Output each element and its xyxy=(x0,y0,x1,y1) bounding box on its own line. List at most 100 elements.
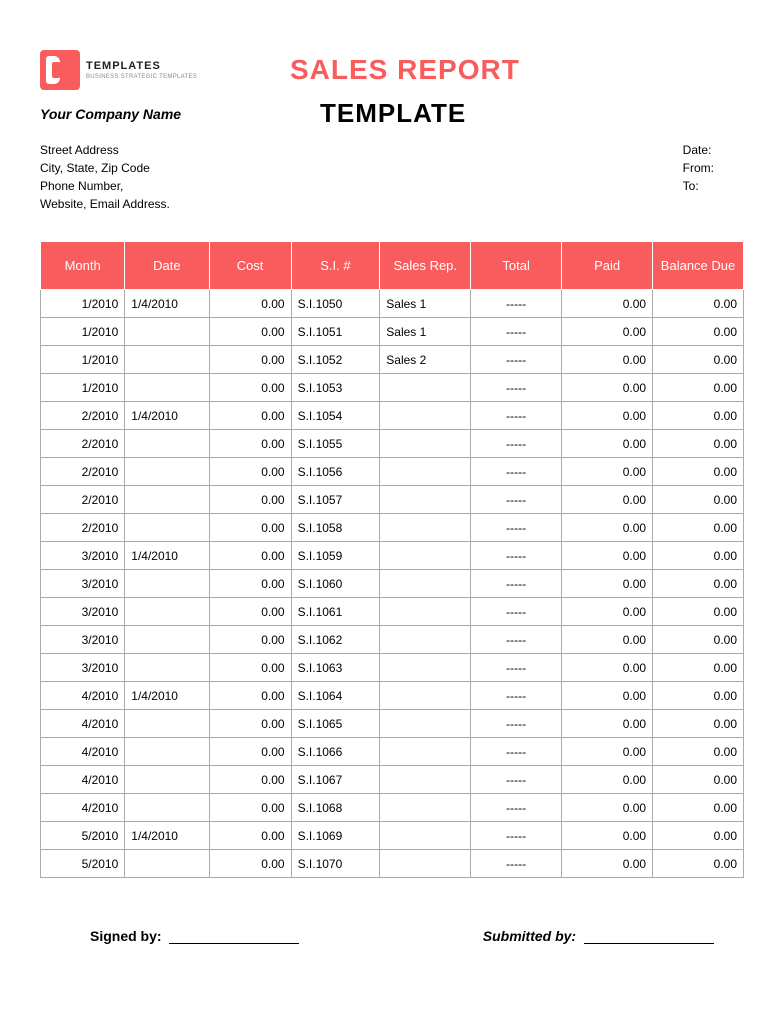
table-cell: 0.00 xyxy=(209,710,291,738)
table-cell xyxy=(380,738,471,766)
table-cell xyxy=(380,654,471,682)
table-cell xyxy=(380,542,471,570)
logo-brand-bottom: BUSINESS STRATEGIC TEMPLATES xyxy=(86,74,197,80)
table-cell: 4/2010 xyxy=(41,766,125,794)
table-cell: 0.00 xyxy=(209,626,291,654)
table-cell xyxy=(125,850,209,878)
table-header: Month Date Cost S.I. # Sales Rep. Total … xyxy=(41,242,744,290)
table-cell: 5/2010 xyxy=(41,822,125,850)
table-cell: S.I.1054 xyxy=(291,402,380,430)
table-cell: 0.00 xyxy=(562,542,653,570)
table-cell xyxy=(125,626,209,654)
company-name-label: Your Company Name xyxy=(40,106,280,122)
table-cell: 0.00 xyxy=(562,598,653,626)
table-cell: 1/4/2010 xyxy=(125,402,209,430)
table-cell: 0.00 xyxy=(653,766,744,794)
table-cell xyxy=(380,374,471,402)
table-cell: 0.00 xyxy=(562,710,653,738)
table-cell: 1/2010 xyxy=(41,346,125,374)
table-cell: Sales 2 xyxy=(380,346,471,374)
table-cell: S.I.1052 xyxy=(291,346,380,374)
table-cell: 0.00 xyxy=(653,570,744,598)
table-cell xyxy=(380,430,471,458)
table-cell: 3/2010 xyxy=(41,542,125,570)
signature-row: Signed by: Submitted by: xyxy=(40,928,744,944)
table-cell: ----- xyxy=(471,598,562,626)
table-cell: 0.00 xyxy=(653,626,744,654)
table-cell xyxy=(380,794,471,822)
table-cell xyxy=(380,626,471,654)
table-cell: S.I.1062 xyxy=(291,626,380,654)
table-row: 1/20101/4/20100.00S.I.1050Sales 1-----0.… xyxy=(41,290,744,318)
table-cell xyxy=(125,710,209,738)
table-cell: 0.00 xyxy=(209,402,291,430)
table-cell: 0.00 xyxy=(209,794,291,822)
table-cell: 0.00 xyxy=(562,346,653,374)
table-cell: 0.00 xyxy=(562,738,653,766)
table-cell: ----- xyxy=(471,794,562,822)
table-cell: 1/4/2010 xyxy=(125,682,209,710)
table-cell xyxy=(380,710,471,738)
table-row: 3/20100.00S.I.1061-----0.000.00 xyxy=(41,598,744,626)
table-row: 4/20100.00S.I.1065-----0.000.00 xyxy=(41,710,744,738)
table-cell: ----- xyxy=(471,318,562,346)
table-cell: 2/2010 xyxy=(41,458,125,486)
table-cell: 0.00 xyxy=(653,794,744,822)
table-cell: 0.00 xyxy=(653,710,744,738)
table-cell xyxy=(125,374,209,402)
table-cell: 0.00 xyxy=(653,318,744,346)
table-cell: 0.00 xyxy=(209,766,291,794)
table-cell: S.I.1066 xyxy=(291,738,380,766)
table-row: 3/20101/4/20100.00S.I.1059-----0.000.00 xyxy=(41,542,744,570)
table-row: 4/20100.00S.I.1068-----0.000.00 xyxy=(41,794,744,822)
table-cell: 0.00 xyxy=(653,346,744,374)
table-cell: 0.00 xyxy=(209,822,291,850)
table-cell: 0.00 xyxy=(209,318,291,346)
info-row: Street Address City, State, Zip Code Pho… xyxy=(40,141,744,213)
table-cell: S.I.1056 xyxy=(291,458,380,486)
table-cell: S.I.1055 xyxy=(291,430,380,458)
table-cell: ----- xyxy=(471,402,562,430)
table-cell: 0.00 xyxy=(209,374,291,402)
subheader: Your Company Name TEMPLATE xyxy=(40,98,744,129)
table-cell xyxy=(125,514,209,542)
table-row: 3/20100.00S.I.1060-----0.000.00 xyxy=(41,570,744,598)
table-row: 3/20100.00S.I.1063-----0.000.00 xyxy=(41,654,744,682)
table-cell: 0.00 xyxy=(209,486,291,514)
table-cell: S.I.1070 xyxy=(291,850,380,878)
table-cell xyxy=(380,598,471,626)
table-cell: ----- xyxy=(471,514,562,542)
table-cell: S.I.1068 xyxy=(291,794,380,822)
table-cell: ----- xyxy=(471,374,562,402)
table-row: 5/20100.00S.I.1070-----0.000.00 xyxy=(41,850,744,878)
from-label: From: xyxy=(683,159,714,177)
date-label: Date: xyxy=(683,141,714,159)
table-cell: 0.00 xyxy=(562,570,653,598)
table-cell: 0.00 xyxy=(562,486,653,514)
city-state-zip: City, State, Zip Code xyxy=(40,159,170,177)
table-cell xyxy=(380,822,471,850)
table-cell xyxy=(380,514,471,542)
table-cell xyxy=(380,458,471,486)
table-cell xyxy=(380,402,471,430)
table-cell: 0.00 xyxy=(653,402,744,430)
table-cell: 1/4/2010 xyxy=(125,290,209,318)
table-cell xyxy=(125,598,209,626)
col-header-paid: Paid xyxy=(562,242,653,290)
table-cell xyxy=(125,346,209,374)
table-cell: S.I.1051 xyxy=(291,318,380,346)
table-cell: 0.00 xyxy=(209,598,291,626)
table-cell: 4/2010 xyxy=(41,682,125,710)
table-cell: 0.00 xyxy=(653,682,744,710)
table-cell: S.I.1059 xyxy=(291,542,380,570)
table-cell xyxy=(380,766,471,794)
table-cell: 0.00 xyxy=(562,290,653,318)
table-cell xyxy=(380,486,471,514)
col-header-month: Month xyxy=(41,242,125,290)
to-label: To: xyxy=(683,177,714,195)
table-cell xyxy=(125,458,209,486)
table-cell: 1/4/2010 xyxy=(125,822,209,850)
table-row: 2/20100.00S.I.1058-----0.000.00 xyxy=(41,514,744,542)
col-header-total: Total xyxy=(471,242,562,290)
table-cell: ----- xyxy=(471,738,562,766)
